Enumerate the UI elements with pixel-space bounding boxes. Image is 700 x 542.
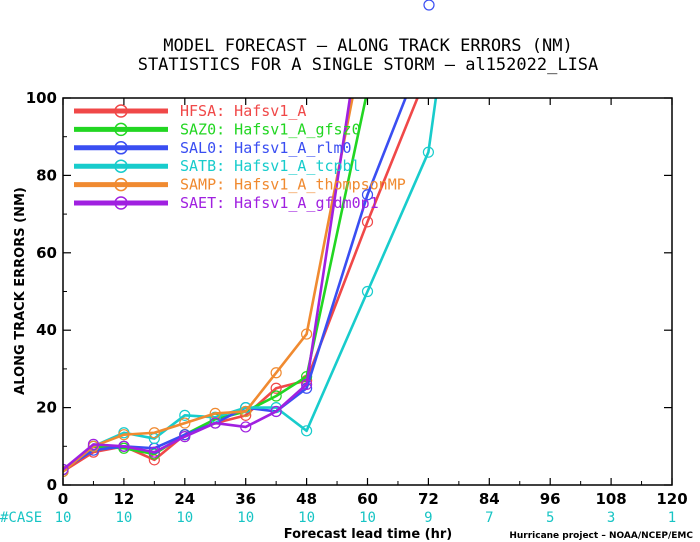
data-point (63, 463, 69, 476)
legend-marker (114, 104, 128, 118)
x-tick-label: 24 (174, 490, 195, 508)
axes: 0 12 24 36 48 60 72 84 96 108 120 0 20 40 60 80 100 (26, 89, 688, 508)
series-layer (63, 16, 438, 478)
legend-entry: SAL0: Hafsv1_A_rlm0 (180, 139, 352, 157)
x-tick-label: 60 (357, 490, 378, 508)
data-point (118, 429, 130, 441)
x-tick-label: 12 (113, 490, 134, 508)
x-tick-label: 0 (58, 490, 68, 508)
case-count: 9 (424, 510, 432, 526)
case-count: 10 (55, 510, 72, 526)
data-point (363, 85, 373, 95)
data-point (301, 378, 313, 390)
case-count: 10 (298, 510, 315, 526)
case-count: 5 (546, 510, 554, 526)
case-count: 10 (115, 510, 132, 526)
legend-marker (114, 196, 128, 210)
case-count: 7 (485, 510, 493, 526)
y-tick-label: 40 (36, 321, 57, 339)
data-point (422, 146, 434, 158)
x-tick-label: 72 (418, 490, 439, 508)
data-point (87, 438, 100, 450)
series-line (63, 98, 352, 471)
legend-entry: HFSA: Hafsv1_A (180, 102, 306, 120)
y-tick-label: 60 (36, 244, 57, 262)
x-tick-label: 108 (595, 490, 626, 508)
data-point (361, 189, 374, 201)
data-point (179, 417, 191, 429)
data-point (118, 440, 130, 452)
y-tick-label: 0 (47, 476, 57, 494)
legend-entry: SAET: Hafsv1_A_gfdm0p1 (180, 194, 379, 212)
x-tick-label: 120 (656, 490, 687, 508)
legend-entry: SAZ0: Hafsv1_A_gfsz0 (180, 120, 361, 138)
data-point (148, 427, 160, 439)
case-label: #CASE (0, 510, 42, 526)
series-line (63, 98, 354, 473)
y-axis-label: ALONG TRACK ERRORS (NM) (13, 187, 28, 395)
x-tick-label: 84 (479, 490, 500, 508)
data-point (301, 328, 313, 340)
data-point (270, 405, 282, 418)
case-count: 10 (176, 510, 193, 526)
data-point (270, 390, 282, 402)
data-point (240, 421, 252, 433)
data-point (179, 409, 191, 421)
x-tick-label: 96 (540, 490, 561, 508)
case-counts: 10 10 10 10 10 10 9 7 5 3 1 (55, 510, 677, 526)
data-point (148, 446, 160, 458)
data-point (363, 16, 373, 26)
credit: Hurricane project – NOAA/NCEP/EMC (509, 531, 693, 541)
y-tick-label: 100 (26, 89, 57, 107)
data-point (179, 431, 191, 443)
data-point (209, 417, 221, 429)
legend-marker (114, 141, 128, 155)
data-point (361, 216, 374, 228)
case-count: 3 (607, 510, 615, 526)
data-point (270, 367, 282, 379)
x-tick-label: 36 (235, 490, 256, 508)
x-axis-label: Forecast lead time (hr) (284, 527, 452, 542)
chart-title-line1: MODEL FORECAST – ALONG TRACK ERRORS (NM) (163, 36, 572, 56)
x-tick-label: 48 (296, 490, 317, 508)
legend-marker (114, 159, 128, 173)
legend-entry: SAMP: Hafsv1_A_thompsonMP (180, 176, 406, 194)
data-point (361, 285, 374, 298)
data-point (301, 425, 313, 437)
data-point (240, 405, 252, 418)
chart-title-line2: STATISTICS FOR A SINGLE STORM – al152022… (138, 55, 599, 75)
data-point (270, 382, 282, 394)
case-count: 1 (668, 510, 676, 526)
legend-marker (114, 122, 128, 137)
case-count: 10 (237, 510, 254, 526)
legend-entry: SATB: Hafsv1_A_tcpbl (180, 157, 361, 175)
y-tick-label: 80 (36, 166, 57, 184)
y-tick-label: 20 (36, 399, 57, 417)
legend-marker (114, 177, 128, 192)
case-count: 10 (359, 510, 376, 526)
stray-marker (423, 0, 435, 11)
